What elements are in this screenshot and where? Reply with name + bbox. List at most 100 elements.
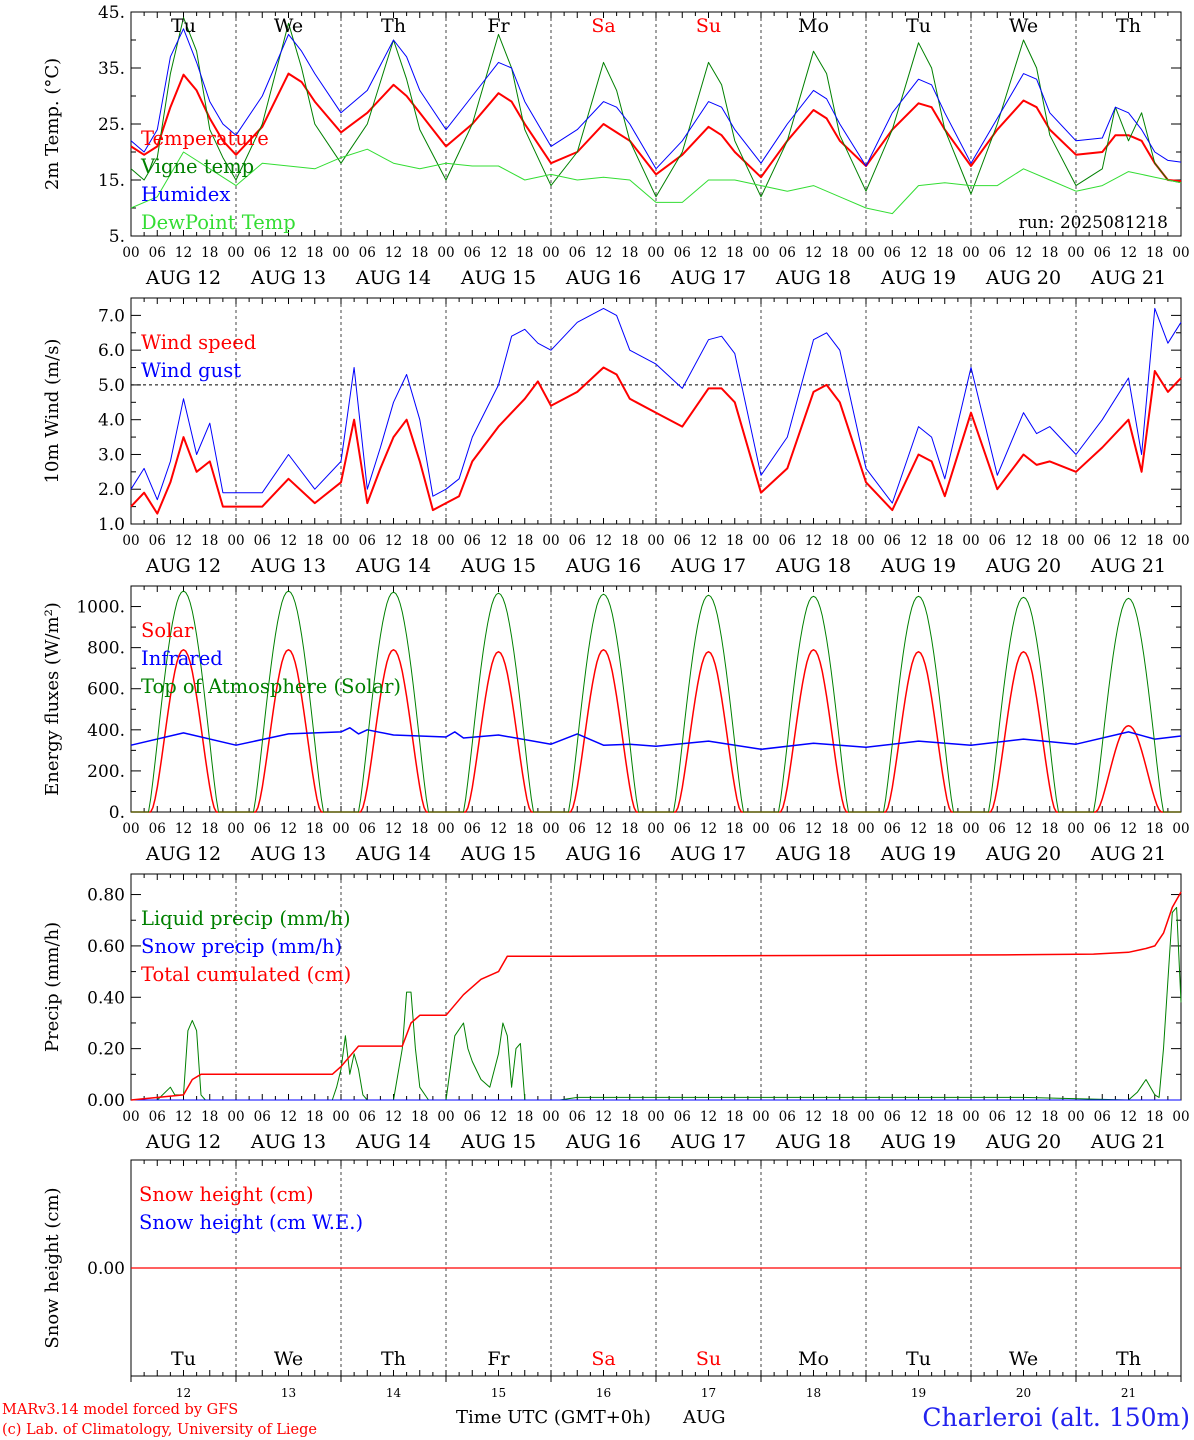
legend-entry: Snow height (cm) [139,1183,314,1206]
date-label: AUG 14 [355,843,431,865]
hour-label: 00 [122,533,139,549]
date-label: AUG 19 [880,1131,956,1153]
y-tick-label: 5.0 [98,376,125,396]
hour-label: 12 [700,245,717,261]
hour-label: 12 [595,1109,612,1125]
lab-credit: (c) Lab. of Climatology, University of L… [2,1422,317,1438]
y-tick-label: 800. [87,639,125,659]
hour-label: 06 [359,533,376,549]
hour-label: 18 [1146,245,1163,261]
date-label: AUG 18 [775,267,851,289]
hour-label: 00 [227,245,244,261]
day-abbr: We [1009,15,1038,37]
run-label: run: 2025081218 [1019,213,1168,233]
hour-label: 12 [805,821,822,837]
hour-label: 18 [1146,1109,1163,1125]
hour-label: 12 [1015,245,1032,261]
hour-label: 18 [831,245,848,261]
hour-label: 00 [962,1109,979,1125]
y-tick-label: 2.0 [98,480,125,500]
date-label: AUG 19 [880,843,956,865]
hour-label: 12 [385,821,402,837]
date-label: AUG 12 [145,267,221,289]
hour-label: 18 [936,245,953,261]
hour-label: 18 [411,821,428,837]
hour-label: 12 [1120,245,1137,261]
hour-label: 18 [201,533,218,549]
hour-label: 06 [569,245,586,261]
date-label: AUG 13 [250,267,326,289]
model-credit: MARv3.14 model forced by GFS [2,1402,238,1418]
date-label: AUG 20 [985,555,1061,577]
hour-label: 18 [1146,533,1163,549]
date-label: AUG 18 [775,555,851,577]
y-tick-label: 35. [98,59,125,79]
hour-label: 06 [674,245,691,261]
hour-label: 06 [884,1109,901,1125]
hour-label: 12 [1015,1109,1032,1125]
day-abbr: Tu [906,1348,931,1370]
hour-label: 06 [779,533,796,549]
hour-label: 00 [1067,821,1084,837]
hour-label: 18 [621,1109,638,1125]
legend-entry: Wind gust [141,359,241,382]
day-number: 14 [386,1386,402,1400]
hour-label: 12 [1015,533,1032,549]
hour-label: 12 [1015,821,1032,837]
hour-label: 00 [1172,533,1189,549]
date-label: AUG 17 [670,843,746,865]
hour-label: 12 [280,245,297,261]
hour-label: 12 [805,533,822,549]
y-tick-label: 15. [98,171,125,191]
hour-label: 06 [569,821,586,837]
hour-label: 06 [989,821,1006,837]
hour-label: 06 [779,245,796,261]
legend-entry: DewPoint Temp [141,211,296,234]
hour-label: 00 [542,1109,559,1125]
day-number: 20 [1016,1386,1031,1400]
hour-label: 12 [175,245,192,261]
hour-label: 12 [490,533,507,549]
day-number: 12 [176,1386,191,1400]
hour-label: 12 [595,533,612,549]
hour-label: 12 [700,821,717,837]
hour-label: 06 [674,1109,691,1125]
hour-label: 00 [542,821,559,837]
day-abbr: Su [696,1348,721,1370]
hour-label: 18 [936,821,953,837]
y-tick-label: 7.0 [98,306,125,326]
date-label: AUG 19 [880,267,956,289]
hour-label: 18 [726,533,743,549]
date-label: AUG 20 [985,1131,1061,1153]
day-abbr: Sa [591,15,615,37]
hour-label: 00 [227,533,244,549]
hour-label: 06 [1094,821,1111,837]
hour-label: 00 [227,821,244,837]
date-label: AUG 13 [250,1131,326,1153]
hour-label: 18 [201,1109,218,1125]
day-abbr: Su [696,15,721,37]
hour-label: 18 [306,245,323,261]
hour-label: 06 [149,533,166,549]
hour-label: 18 [411,245,428,261]
hour-label: 00 [857,533,874,549]
hour-label: 00 [332,533,349,549]
hour-label: 00 [1067,1109,1084,1125]
date-label: AUG 19 [880,555,956,577]
date-label: AUG 15 [460,555,536,577]
hour-label: 12 [385,245,402,261]
legend-entry: Snow height (cm W.E.) [139,1211,363,1234]
hour-label: 18 [1041,533,1058,549]
legend-entry: Wind speed [141,331,256,354]
hour-label: 18 [306,533,323,549]
hour-label: 00 [332,821,349,837]
hour-label: 12 [175,821,192,837]
hour-label: 06 [464,245,481,261]
hour-label: 00 [122,1109,139,1125]
hour-label: 06 [674,533,691,549]
legend-entry: Total cumulated (cm) [141,963,351,986]
hour-label: 00 [122,821,139,837]
y-tick-label: 400. [87,721,125,741]
hour-label: 18 [726,1109,743,1125]
